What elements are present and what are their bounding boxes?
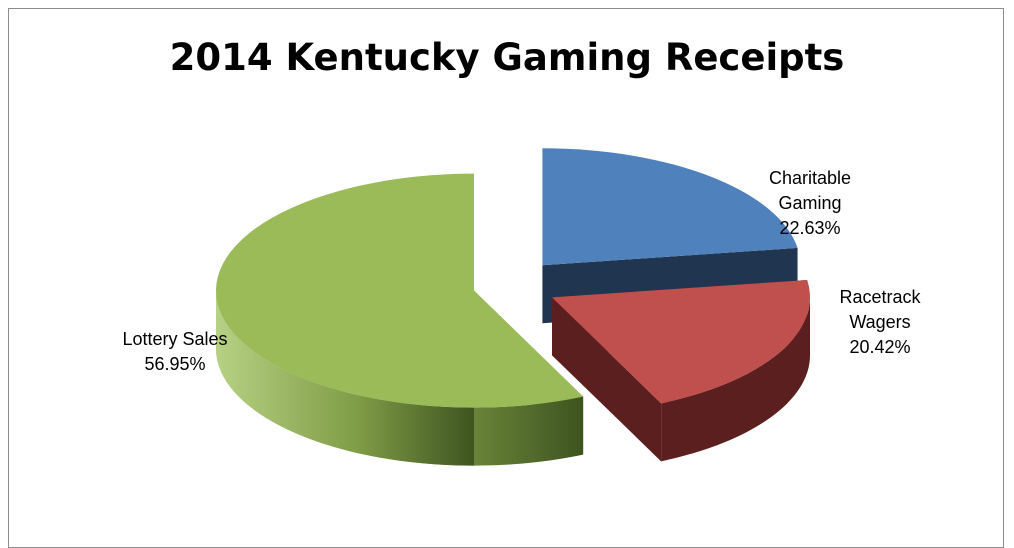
slice-label-racetrack-wagers: Racetrack Wagers 20.42%: [810, 285, 950, 360]
slice-lottery-sales: [215, 173, 584, 466]
slice-label-lottery-sales: Lottery Sales 56.95%: [80, 327, 270, 377]
slice-value-label: 56.95%: [144, 354, 206, 374]
slice-label-charitable-gaming: Charitable Gaming 22.63%: [740, 166, 880, 241]
slice-label-line: Gaming: [778, 193, 842, 213]
slice-racetrack-wagers: [552, 279, 811, 462]
slice-value-label: 20.42%: [849, 337, 911, 357]
slice-label-line: Lottery Sales: [122, 329, 228, 349]
slice-label-line: Racetrack: [839, 287, 921, 307]
pie-chart: [215, 148, 811, 466]
slice-label-line: Wagers: [849, 312, 911, 332]
chart-title: 2014 Kentucky Gaming Receipts: [169, 36, 845, 79]
slice-label-line: Charitable: [768, 168, 852, 188]
slice-value-label: 22.63%: [779, 218, 841, 238]
